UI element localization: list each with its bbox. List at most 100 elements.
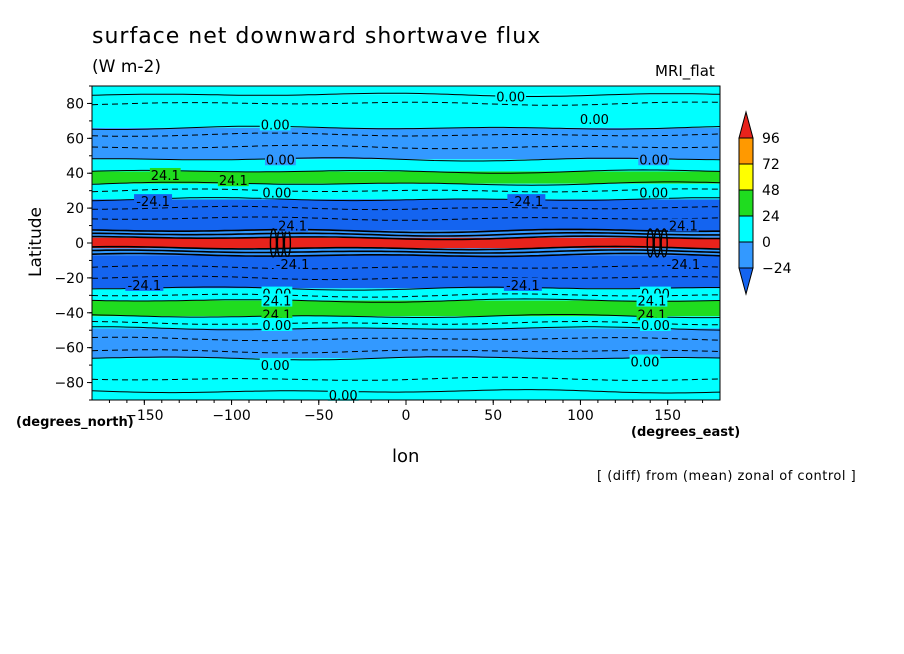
contour-band-6 <box>92 199 720 231</box>
contour-line-12 <box>91 228 720 234</box>
contour-label-bg-27 <box>327 387 359 401</box>
model-label: MRI_flat <box>655 62 715 80</box>
contour-line-15 <box>91 245 721 251</box>
contour-label-bg-15 <box>125 277 164 291</box>
y-axis-units: (degrees_north) <box>16 415 134 430</box>
contour-label-1: 0.00 <box>261 118 290 133</box>
contour-label-26: 0.00 <box>631 356 660 371</box>
colorbar-segment-2 <box>738 163 754 191</box>
contour-line-17 <box>91 252 721 258</box>
contour-label-bg-1 <box>259 117 291 131</box>
colorbar: 96 72 48 24 0 −24 <box>738 110 792 296</box>
contour-label-bg-2 <box>579 112 610 126</box>
contour-label-bg-25 <box>259 358 291 372</box>
x-tick-label-0: 0 <box>402 408 411 424</box>
contour-label-13: -24.1 <box>276 258 310 273</box>
contour-band-11 <box>92 288 720 301</box>
contour-line-3 <box>91 132 721 137</box>
contour-label-19: 24.1 <box>262 295 291 310</box>
colorbar-label-1: 72 <box>762 157 780 173</box>
y-tick-label-40: 40 <box>66 166 84 182</box>
x-tick-label--150: −150 <box>125 408 163 424</box>
x-tick-label-150: 150 <box>654 408 681 424</box>
x-tick-label-50: 50 <box>484 408 502 424</box>
contour-label-bg-13 <box>273 256 312 270</box>
footnote: [ (diff) from (mean) zonal of control ] <box>597 469 857 484</box>
contour-label-bg-9 <box>134 194 173 208</box>
contour-line-18 <box>91 265 721 270</box>
contour-line-11 <box>91 216 721 221</box>
contour-band-8 <box>92 237 720 249</box>
contour-line-20 <box>91 286 720 291</box>
x-tick-label-100: 100 <box>567 408 594 424</box>
y-tick-label--20: −20 <box>54 271 84 287</box>
contour-line-6 <box>91 169 721 174</box>
contour-label-bg-10 <box>507 194 546 208</box>
contour-line-23 <box>91 314 721 319</box>
y-tick-label-20: 20 <box>66 201 84 217</box>
contour-ripple-5 <box>660 228 668 258</box>
contour-line-21 <box>91 293 721 298</box>
colorbar-label-0: 96 <box>762 131 780 147</box>
contour-line-24 <box>91 321 720 326</box>
contour-band-1 <box>92 94 720 128</box>
colorbar-segment-3 <box>738 189 754 217</box>
contour-label-11: 24.1 <box>278 220 307 235</box>
contour-label-4: 0.00 <box>639 153 668 168</box>
y-tick-label-0: 0 <box>75 236 84 252</box>
contour-line-9 <box>91 197 720 202</box>
contour-label-bg-8 <box>638 185 670 199</box>
contour-label-24: 0.00 <box>641 319 670 334</box>
contour-line-28 <box>91 356 721 361</box>
contour-label-5: 24.1 <box>151 169 180 184</box>
contour-band-10 <box>92 255 720 289</box>
contour-line-30 <box>91 389 721 394</box>
contour-label-6: 24.1 <box>219 174 248 189</box>
contour-label-bg-26 <box>629 354 661 368</box>
contour-line-25 <box>92 326 721 331</box>
contour-label-bg-16 <box>503 277 542 291</box>
contour-label-bg-7 <box>261 185 293 199</box>
contour-line-8 <box>91 188 721 193</box>
contour-band-14 <box>92 328 720 359</box>
colorbar-segment-5 <box>738 241 754 269</box>
contour-line-29 <box>91 376 721 381</box>
y-tick-label-80: 80 <box>66 96 84 112</box>
colorbar-label-2: 48 <box>762 183 780 199</box>
contour-label-25: 0.00 <box>261 359 290 374</box>
contour-label-7: 0.00 <box>262 186 291 201</box>
contour-label-20: 24.1 <box>637 295 666 310</box>
y-tick-label--60: −60 <box>54 341 84 357</box>
contour-label-bg-24 <box>640 317 671 331</box>
contour-line-10 <box>92 205 720 211</box>
contour-label-bg-22 <box>636 307 668 321</box>
contour-line-5 <box>92 157 721 162</box>
contour-label-bg-23 <box>261 317 293 331</box>
y-tick-label--80: −80 <box>54 376 84 392</box>
contour-label-3: 0.00 <box>266 153 295 168</box>
contour-label-10: -24.1 <box>510 195 544 210</box>
x-axis-label: lon <box>392 446 420 467</box>
contour-label-14: -24.1 <box>667 258 701 273</box>
colorbar-bottom-arrow <box>738 267 754 296</box>
colorbar-label-5: −24 <box>762 261 792 277</box>
contour-label-bg-14 <box>664 256 703 270</box>
colorbar-segment-1 <box>738 137 754 165</box>
chart-title: surface net downward shortwave flux <box>92 24 542 49</box>
contour-ripple-3 <box>646 228 654 258</box>
contour-label-12: 24.1 <box>669 220 698 235</box>
contour-labels: 0.00 0.00 0.00 0.00 0.00 24.1 24.1 0.00 0.00 -24.… <box>125 89 703 404</box>
contour-line-22 <box>91 298 721 303</box>
x-tick-label--100: −100 <box>212 408 250 424</box>
y-tick-label-60: 60 <box>66 131 84 147</box>
contour-lines <box>91 92 721 394</box>
axes: −150 −100 −50 0 50 100 150 80 60 40 20 0 −20 −40 −60 −8… <box>54 85 704 424</box>
contour-label-bg-11 <box>277 218 309 232</box>
contour-label-16: -24.1 <box>506 279 540 294</box>
contour-line-16 <box>91 249 721 254</box>
contour-line-14 <box>92 235 720 241</box>
contour-label-bg-5 <box>149 167 181 181</box>
contour-line-4 <box>91 144 721 150</box>
contour-line-13 <box>92 231 720 237</box>
